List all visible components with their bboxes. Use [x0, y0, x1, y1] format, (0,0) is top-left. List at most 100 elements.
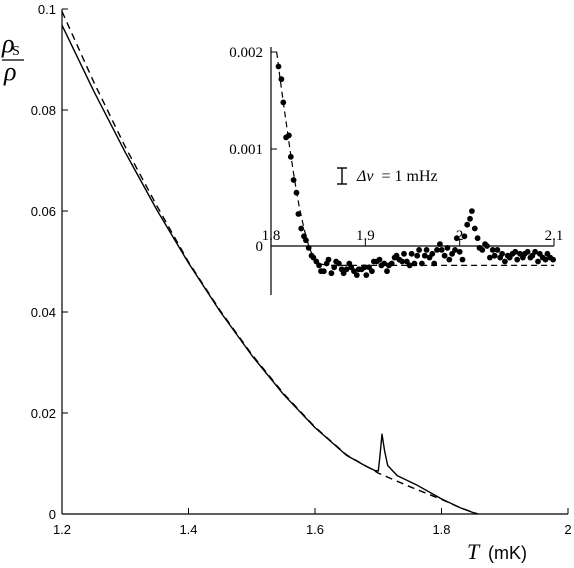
inset-data-point	[343, 266, 350, 273]
inset-data-point	[286, 132, 292, 139]
inset-data-point	[399, 258, 405, 265]
inset-data-point	[491, 252, 498, 259]
inset-data-point	[438, 247, 445, 253]
inset-data-point	[305, 245, 312, 251]
inset-data-point	[437, 241, 443, 248]
inset-data-point	[303, 237, 309, 244]
main-y-tick-label: 0.02	[31, 406, 56, 421]
inset-annotation: Δν = 1 mHz	[337, 167, 438, 185]
inset-data-point	[419, 260, 425, 267]
inset-data-point	[298, 225, 305, 232]
inset-data-point	[444, 245, 451, 251]
inset-data-point	[469, 208, 475, 215]
main-y-tick-label: 0.04	[31, 305, 56, 320]
inset-data-point	[532, 248, 538, 255]
inset-data-point	[429, 250, 436, 257]
inset-ticks: 0 0.001 0.002 1.8 1.9 2 2.1	[229, 45, 563, 255]
inset-data-point	[331, 264, 338, 271]
inset-fit-dashed	[276, 51, 554, 266]
inset-y-tick-label: 0.002	[229, 45, 263, 61]
inset-data-point	[550, 256, 556, 263]
inset-data-point	[535, 258, 541, 265]
inset-data-point	[401, 250, 407, 257]
inset-x-tick-label: 1.9	[356, 228, 375, 244]
inset-data-point	[487, 254, 493, 261]
main-y-tick-label: 0.06	[31, 204, 56, 219]
inset-data-point	[467, 215, 473, 222]
inset-data-point	[441, 252, 448, 259]
inset-data-point	[353, 272, 360, 278]
main-y-tick-label: 0	[49, 507, 56, 522]
inset-y-tick-label: 0	[256, 239, 264, 255]
inset-data-point	[411, 260, 418, 267]
xlabel-symbol: T	[467, 539, 481, 564]
inset-data-point	[293, 189, 300, 196]
inset-data-point	[316, 262, 322, 269]
inset-data-point	[423, 247, 430, 253]
inset-data-point	[295, 211, 302, 217]
inset-data-point	[287, 153, 294, 160]
inset-data-point	[489, 247, 496, 253]
inset-data-point	[514, 256, 521, 263]
inset-data-point	[461, 233, 468, 240]
inset-data-point	[363, 272, 370, 278]
inset-x-tick-label: 2.1	[545, 228, 564, 244]
main-ticks: 0 0.02 0.04 0.06 0.08 0.1 1.2 1.4 1.6 1.8 2	[31, 2, 572, 537]
inset-data-point	[336, 260, 342, 267]
xlabel-unit: (mK)	[488, 543, 527, 563]
inset-data-point	[361, 264, 368, 271]
inset-data-point	[453, 235, 460, 242]
inset-data-point	[456, 248, 463, 255]
main-series-dashed	[61, 11, 479, 515]
main-x-tick-label: 1.8	[432, 522, 450, 537]
inset-data-point	[431, 260, 438, 267]
svg-text:Δν = 1 mHz: Δν = 1 mHz	[356, 168, 438, 185]
error-bar-icon	[337, 167, 347, 185]
inset-data-point	[406, 262, 413, 269]
main-ylabel: ρ S ρ	[1, 29, 24, 86]
inset-data-point	[446, 256, 453, 263]
inset-data-point	[479, 247, 486, 253]
inset-data-point	[502, 258, 508, 265]
inset-data-point	[494, 247, 501, 253]
inset-data-point	[381, 260, 388, 267]
inset-data-point	[376, 256, 383, 263]
inset-data-point	[421, 252, 428, 259]
inset-data-point	[280, 99, 287, 106]
main-x-tick-label: 1.2	[53, 522, 71, 537]
main-x-tick-label: 1.6	[306, 522, 324, 537]
inset-fit	[276, 51, 554, 266]
inset-data-point	[542, 256, 549, 263]
inset-data-point	[434, 247, 440, 253]
inset-data-point	[452, 247, 458, 253]
ylabel-denominator: ρ	[3, 57, 16, 86]
ylabel-subscript: S	[12, 44, 20, 59]
inset-data-point	[459, 256, 466, 263]
inset-data-point	[325, 256, 332, 263]
inset-data-point	[474, 235, 481, 242]
inset-data-point	[278, 76, 285, 83]
inset-data-point	[524, 248, 531, 255]
main-xlabel: T (mK)	[467, 539, 527, 564]
ylabel-numerator: ρ	[1, 29, 14, 58]
main-x-tick-label: 2	[564, 522, 571, 537]
inset-data-point	[290, 177, 297, 183]
inset-points	[275, 63, 556, 278]
main-series	[61, 11, 479, 515]
inset-data-point	[512, 248, 519, 255]
inset-data-point	[408, 250, 415, 257]
inset-data-point	[414, 252, 421, 259]
inset-plot: 0 0.001 0.002 1.8 1.9 2 2.1 Δν = 1 mHz	[229, 45, 563, 295]
inset-y-tick-label: 0.001	[229, 142, 263, 158]
inset-data-point	[320, 268, 327, 275]
inset-data-point	[416, 247, 422, 253]
inset-data-point	[384, 268, 390, 275]
inset-data-point	[369, 268, 375, 275]
inset-data-point	[484, 243, 490, 249]
inset-data-point	[464, 221, 471, 228]
inset-data-point	[275, 63, 282, 70]
inset-x-tick-label: 2	[456, 228, 464, 244]
main-y-tick-label: 0.08	[31, 103, 56, 118]
